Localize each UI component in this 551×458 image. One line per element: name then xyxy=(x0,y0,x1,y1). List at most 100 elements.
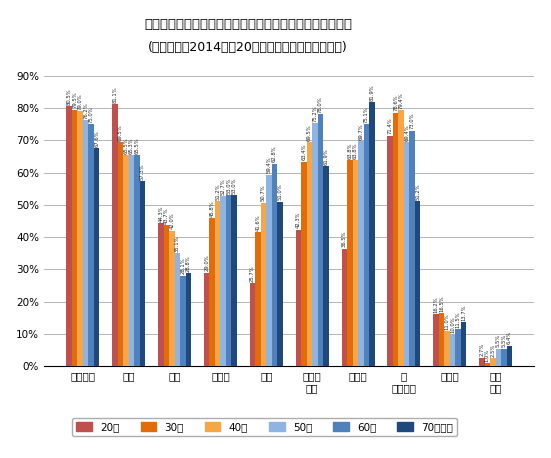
Text: 1.0%: 1.0% xyxy=(485,349,490,362)
Text: 41.6%: 41.6% xyxy=(256,214,261,231)
Bar xyxy=(215,201,220,366)
Text: 65.3%: 65.3% xyxy=(129,138,134,154)
Bar xyxy=(404,142,409,366)
Bar xyxy=(134,155,140,366)
Text: 63.8%: 63.8% xyxy=(347,142,352,159)
Bar xyxy=(409,131,415,366)
Bar xyxy=(393,113,398,366)
Bar xyxy=(186,273,191,366)
Bar xyxy=(501,349,507,366)
Text: 53.0%: 53.0% xyxy=(226,177,231,194)
Bar xyxy=(398,110,404,366)
Text: 5.5%: 5.5% xyxy=(501,334,506,347)
Bar xyxy=(387,136,393,366)
Bar xyxy=(140,181,145,366)
Text: 2.7%: 2.7% xyxy=(479,343,484,356)
Text: 63.8%: 63.8% xyxy=(353,142,358,159)
Bar xyxy=(83,120,88,366)
Text: 51.2%: 51.2% xyxy=(215,183,220,200)
Text: 16.5%: 16.5% xyxy=(439,295,444,312)
Bar xyxy=(490,358,496,366)
Text: 61.9%: 61.9% xyxy=(323,148,328,165)
Bar xyxy=(318,114,323,366)
Bar xyxy=(272,164,277,366)
Text: 42.3%: 42.3% xyxy=(296,212,301,229)
Text: 42.0%: 42.0% xyxy=(169,213,174,229)
Text: 80.5%: 80.5% xyxy=(67,88,72,105)
Text: 51.2%: 51.2% xyxy=(415,183,420,200)
Bar xyxy=(369,102,375,366)
Bar xyxy=(479,358,485,366)
Bar xyxy=(158,224,164,366)
Text: 35.1%: 35.1% xyxy=(175,235,180,252)
Text: 13.7%: 13.7% xyxy=(461,305,466,321)
Bar xyxy=(77,111,83,366)
Bar xyxy=(496,349,501,366)
Text: 16.2%: 16.2% xyxy=(434,296,439,313)
Text: 28.1%: 28.1% xyxy=(180,258,185,274)
Text: 75.0%: 75.0% xyxy=(89,106,94,123)
Bar xyxy=(450,334,455,366)
Bar xyxy=(66,106,72,366)
Text: 69.7%: 69.7% xyxy=(358,123,363,140)
Bar xyxy=(123,155,129,366)
Bar xyxy=(175,253,180,366)
Text: 67.6%: 67.6% xyxy=(94,130,99,147)
Bar xyxy=(250,284,255,366)
Bar xyxy=(164,225,169,366)
Bar xyxy=(169,231,175,366)
Bar xyxy=(129,155,134,366)
Bar xyxy=(88,124,94,366)
Bar xyxy=(255,232,261,366)
Bar xyxy=(342,249,347,366)
Bar xyxy=(433,314,439,366)
Text: 5.5%: 5.5% xyxy=(496,334,501,347)
Text: 11.0%: 11.0% xyxy=(445,313,450,330)
Text: 43.7%: 43.7% xyxy=(164,207,169,224)
Text: 78.6%: 78.6% xyxy=(393,95,398,111)
Bar xyxy=(261,202,266,366)
Text: 69.5%: 69.5% xyxy=(307,124,312,141)
Bar xyxy=(347,160,353,366)
Text: 79.5%: 79.5% xyxy=(72,92,77,108)
Text: 45.8%: 45.8% xyxy=(210,201,215,217)
Text: 69.5%: 69.5% xyxy=(118,124,123,141)
Bar xyxy=(180,276,186,366)
Text: 62.8%: 62.8% xyxy=(272,146,277,162)
Text: 44.3%: 44.3% xyxy=(158,206,163,222)
Bar xyxy=(455,329,461,366)
Text: 76.2%: 76.2% xyxy=(83,102,88,119)
Text: 78.0%: 78.0% xyxy=(318,97,323,113)
Bar xyxy=(72,109,77,366)
Text: 65.5%: 65.5% xyxy=(123,137,128,153)
Text: 71.4%: 71.4% xyxy=(388,118,393,135)
Text: 普段食品を選択する際にどのようなことを重視しているか: 普段食品を選択する際にどのようなことを重視しているか xyxy=(144,18,352,31)
Bar xyxy=(226,195,231,366)
Bar xyxy=(266,174,272,366)
Bar xyxy=(323,166,329,366)
Text: 6.4%: 6.4% xyxy=(507,331,512,344)
Text: 36.5%: 36.5% xyxy=(342,231,347,247)
Bar xyxy=(296,230,301,366)
Text: 25.7%: 25.7% xyxy=(250,266,255,282)
Text: 63.4%: 63.4% xyxy=(301,144,306,160)
Bar xyxy=(353,160,358,366)
Text: 75.2%: 75.2% xyxy=(312,106,317,122)
Text: 69.4%: 69.4% xyxy=(404,124,409,141)
Bar xyxy=(461,322,466,366)
Bar xyxy=(301,162,307,366)
Bar xyxy=(358,141,364,366)
Bar xyxy=(312,124,318,366)
Text: 59.4%: 59.4% xyxy=(267,157,272,173)
Text: 2.5%: 2.5% xyxy=(490,344,495,357)
Bar xyxy=(209,218,215,366)
Text: 11.5%: 11.5% xyxy=(456,311,461,328)
Bar xyxy=(277,202,283,366)
Text: 81.9%: 81.9% xyxy=(369,84,374,101)
Bar xyxy=(507,346,512,366)
Bar xyxy=(439,313,444,366)
Text: 57.3%: 57.3% xyxy=(140,164,145,180)
Text: 75.1%: 75.1% xyxy=(364,106,369,123)
Bar xyxy=(307,142,312,366)
Bar xyxy=(220,196,226,366)
